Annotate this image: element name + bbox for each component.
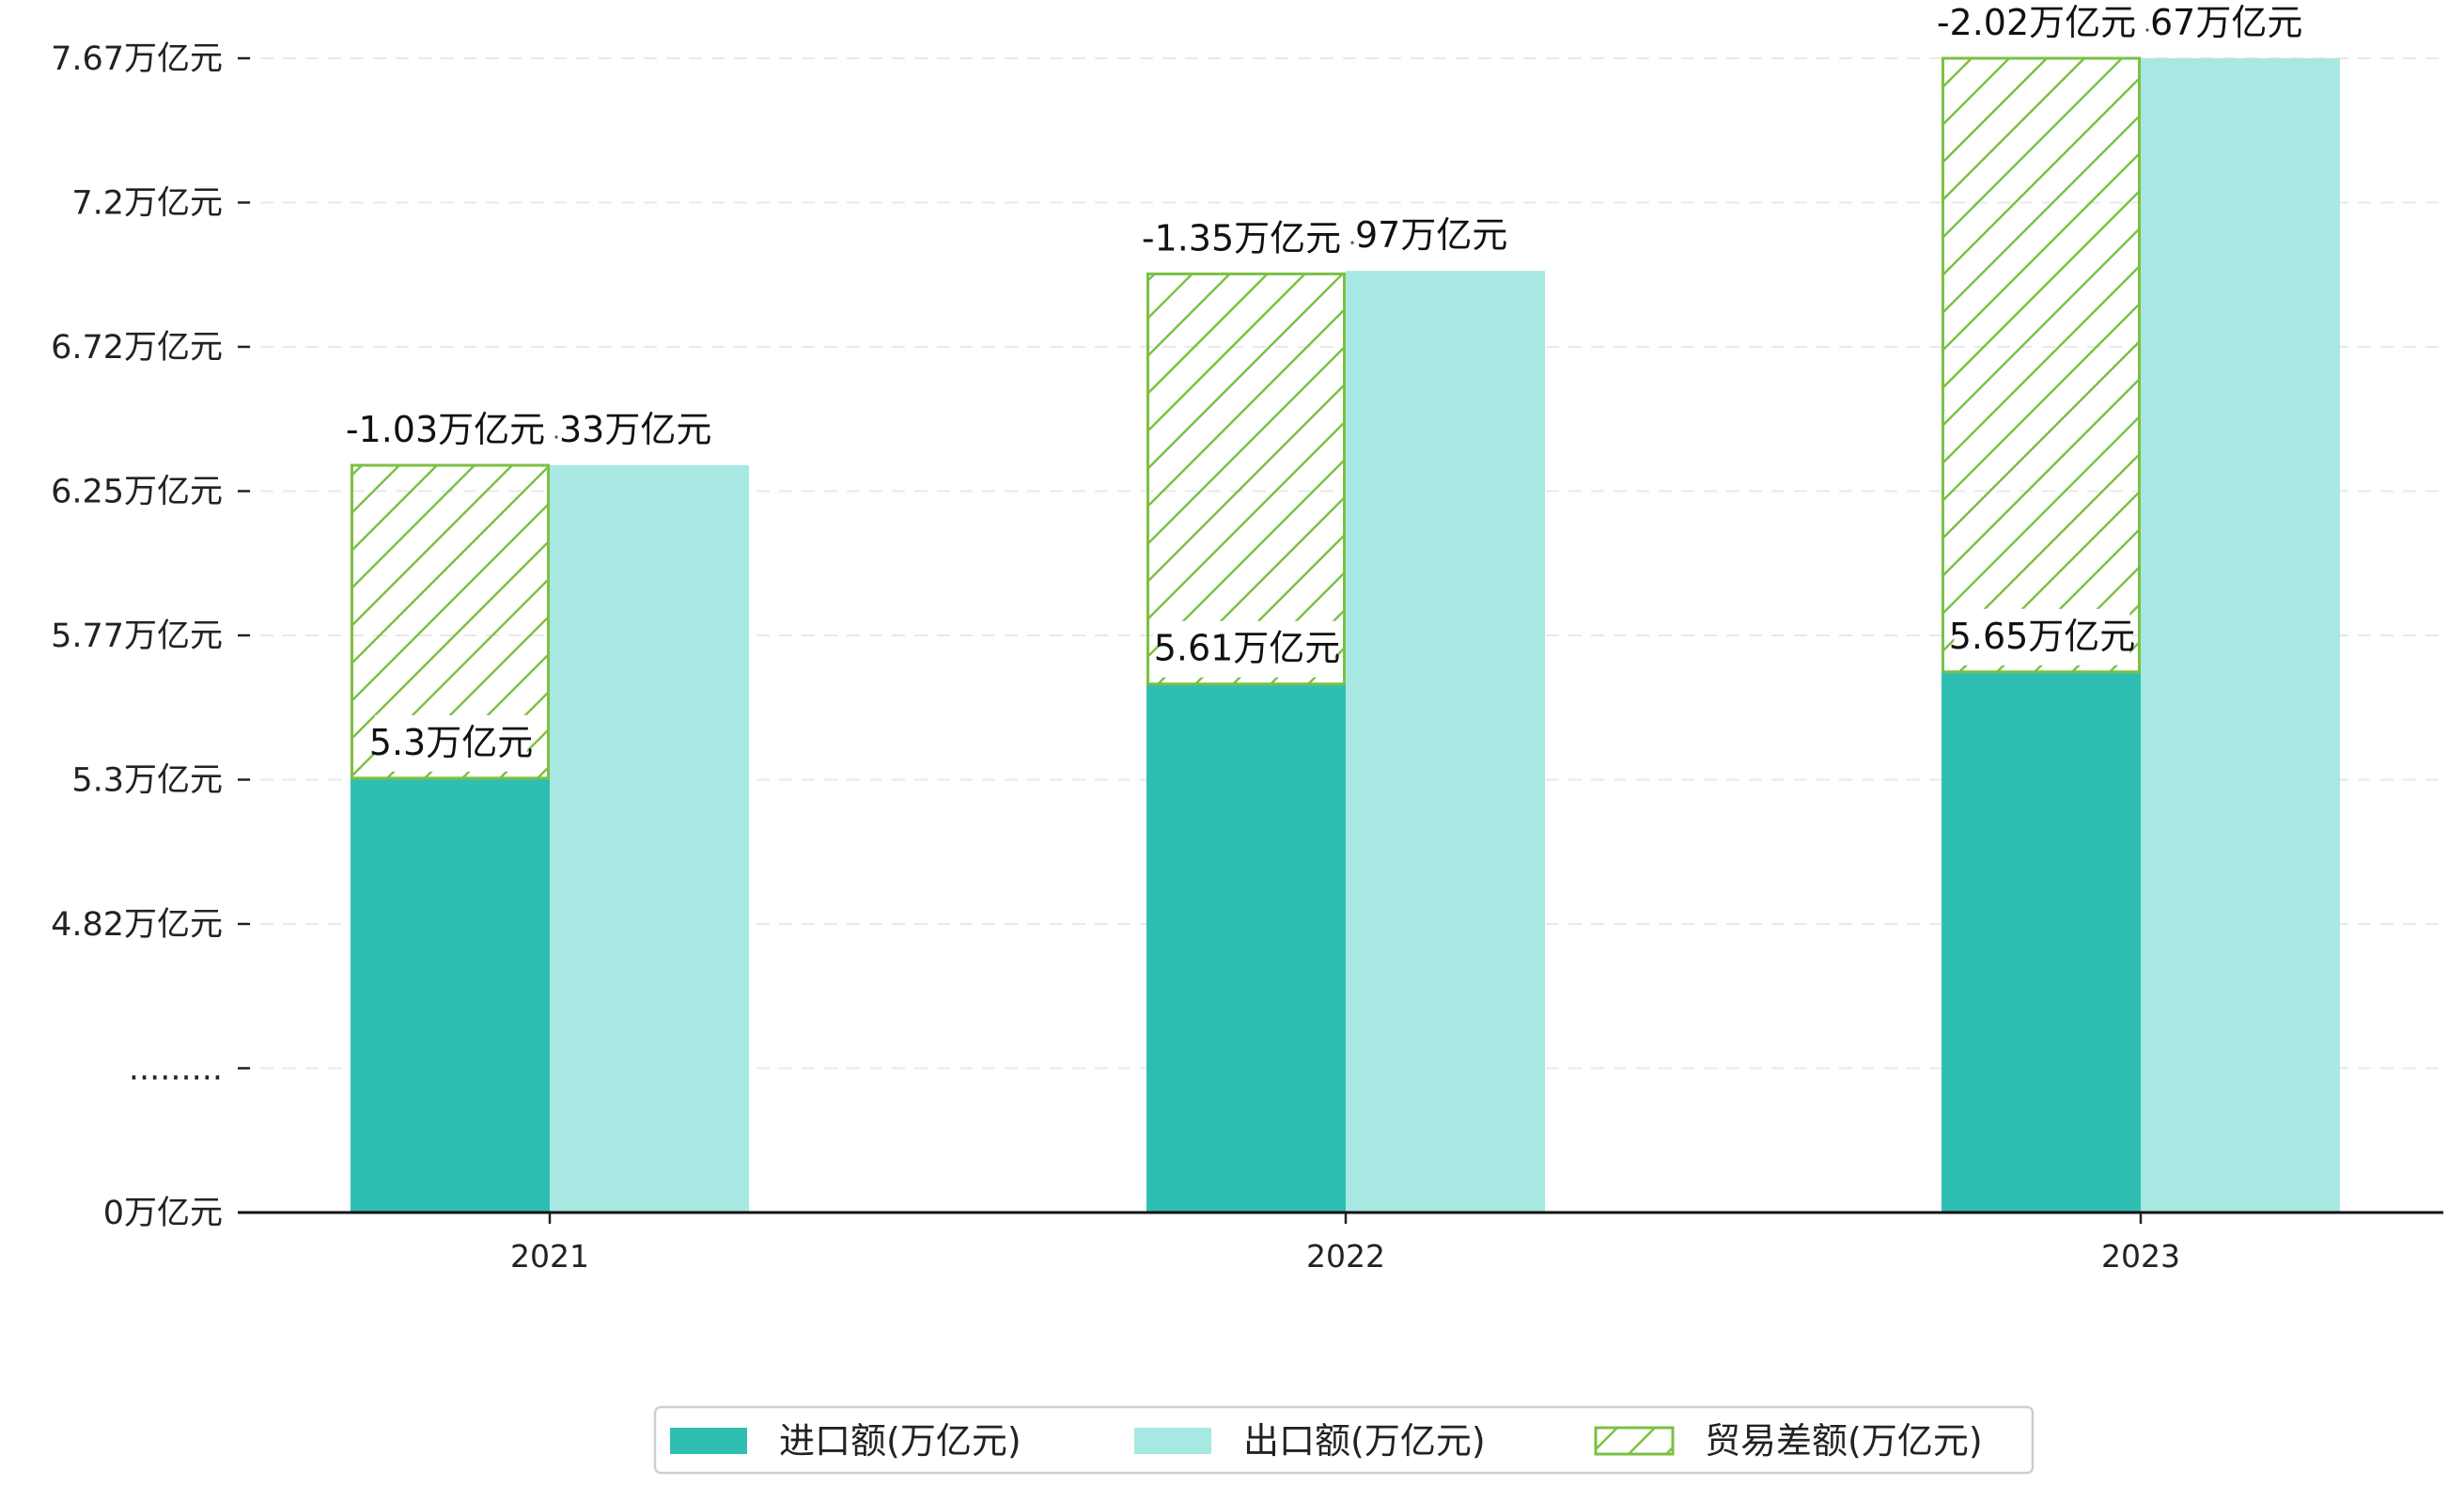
balance-label-bg	[1142, 211, 1341, 268]
export-label: 67万亿元	[2150, 2, 2302, 43]
legend-swatch	[670, 1428, 747, 1454]
legend-label: 出口额(万亿元)	[1243, 1420, 1486, 1462]
import-label-bg	[1954, 608, 2130, 665]
legend: 进口额(万亿元) 出口额(万亿元) 贸易差额(万亿元)	[653, 1405, 2035, 1475]
legend-swatch	[1594, 1426, 1675, 1456]
x-tick-label: 2023	[2101, 1238, 2180, 1275]
export-label: 33万亿元	[559, 409, 711, 450]
export-label: 97万亿元	[1355, 214, 1507, 256]
import-label: 5.3万亿元	[369, 722, 533, 763]
axes: 0万亿元......... 4.82万亿元 5.3万亿元 5.77万亿元 6.25万亿元…	[51, 40, 2443, 1275]
export-label-dot	[2145, 28, 2149, 32]
balance-bar	[1146, 272, 1346, 686]
legend-label: 进口额(万亿元)	[779, 1420, 1021, 1462]
export-label-dot	[554, 435, 558, 439]
balance-bar	[1942, 56, 2141, 674]
import-label: 5.61万亿元	[1154, 628, 1341, 669]
balance-label-bg	[1937, 0, 2136, 52]
import-bar	[1146, 683, 1346, 1213]
export-label-dot	[1350, 241, 1354, 244]
balance-label: -2.02万亿元	[1937, 2, 2136, 43]
balance-label-bg	[346, 402, 545, 460]
y-tick-label: 4.82万亿元	[51, 906, 223, 944]
x-tick-label: 2022	[1306, 1238, 1385, 1275]
legend-label: 贸易差额(万亿元)	[1705, 1420, 1983, 1462]
y-tick-label: 7.67万亿元	[51, 40, 223, 78]
export-label-bg	[2141, 0, 2269, 52]
y-tick-label: 5.77万亿元	[51, 618, 223, 655]
legend-swatch	[1134, 1428, 1211, 1454]
y-tick-label: 6.72万亿元	[51, 329, 223, 367]
export-bar	[1346, 271, 1545, 1213]
import-bar	[351, 777, 550, 1213]
import-label-bg	[1159, 620, 1335, 678]
x-tick-label: 2021	[510, 1238, 589, 1275]
import-bar	[1942, 671, 2141, 1213]
export-label-bg	[1346, 208, 1474, 265]
export-bar	[2141, 58, 2340, 1213]
legend-box	[653, 1405, 2035, 1475]
data-labels: 5.3万亿元 -1.03万亿元 33万亿元 5.61万亿元 -1.35万亿元 97万亿元 5…	[346, 0, 2302, 772]
import-label-bg	[375, 714, 527, 772]
export-bar	[550, 465, 749, 1213]
y-tick-label: 7.2万亿元	[71, 185, 223, 223]
y-tick-label: 0万亿元	[103, 1195, 223, 1232]
y-tick-label: 5.3万亿元	[71, 762, 223, 800]
y-tick-label: .........	[129, 1051, 223, 1088]
export-label-bg	[550, 402, 678, 460]
y-tick-label: 6.25万亿元	[51, 474, 223, 511]
import-label: 5.65万亿元	[1949, 616, 2136, 657]
balance-label: -1.35万亿元	[1142, 217, 1341, 258]
balance-label: -1.03万亿元	[346, 409, 545, 450]
